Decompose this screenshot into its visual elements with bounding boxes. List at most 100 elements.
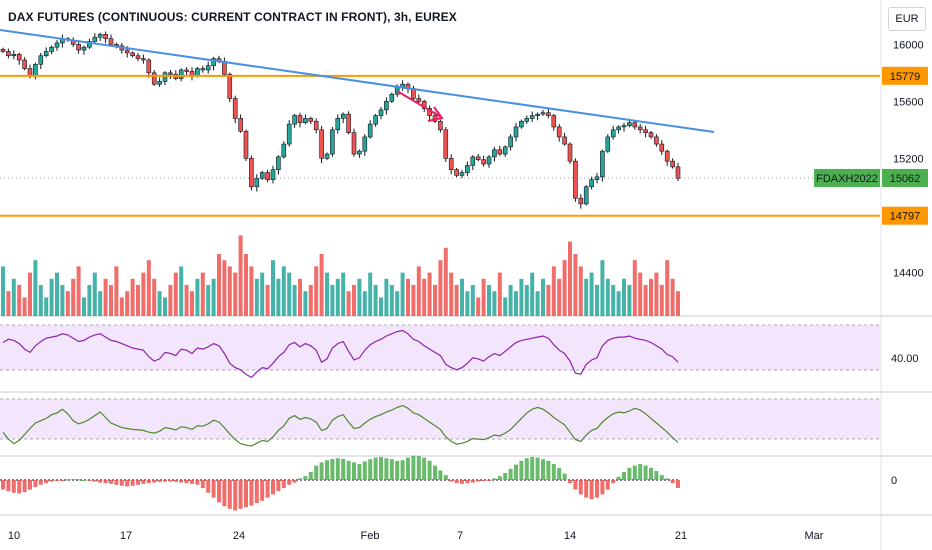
volume-bar bbox=[427, 272, 432, 316]
candle bbox=[357, 150, 362, 155]
histogram-bar bbox=[616, 476, 621, 480]
volume-bar bbox=[611, 285, 616, 316]
volume-bar bbox=[168, 285, 173, 316]
candle bbox=[108, 38, 114, 45]
candle bbox=[497, 149, 503, 155]
candle bbox=[389, 93, 395, 102]
histogram-bar bbox=[481, 480, 486, 481]
histogram-bar bbox=[82, 480, 86, 481]
volume-bar bbox=[287, 272, 292, 316]
candle bbox=[76, 44, 81, 51]
volume-bar bbox=[433, 285, 437, 316]
candle bbox=[675, 166, 681, 179]
histogram-bar bbox=[168, 480, 173, 482]
histogram-bar bbox=[422, 457, 427, 480]
volume-bar bbox=[535, 291, 540, 316]
volume-bar bbox=[157, 291, 162, 316]
candle bbox=[470, 156, 476, 166]
candle bbox=[87, 41, 92, 48]
candle bbox=[92, 36, 98, 42]
histogram-bar bbox=[443, 475, 448, 480]
volume-bar bbox=[298, 278, 302, 316]
candle bbox=[308, 118, 314, 122]
histogram-bar bbox=[222, 480, 227, 507]
histogram-bar bbox=[76, 479, 81, 481]
level-price-badge bbox=[882, 206, 928, 225]
x-tick-label: 17 bbox=[120, 530, 132, 542]
candle bbox=[562, 136, 567, 145]
histogram-bar bbox=[659, 475, 664, 480]
trendline bbox=[0, 29, 715, 133]
volume-bar bbox=[670, 278, 675, 316]
last-price-badge bbox=[882, 168, 928, 187]
volume-bar bbox=[627, 285, 632, 316]
currency-button[interactable]: EUR bbox=[888, 7, 926, 31]
candle bbox=[546, 112, 551, 116]
candle bbox=[11, 54, 17, 57]
histogram-bar bbox=[438, 470, 443, 480]
histogram-bar bbox=[362, 461, 367, 480]
price-tick-label: 15200 bbox=[893, 153, 924, 165]
price-tick-label: 14400 bbox=[893, 267, 924, 279]
histogram-bar bbox=[551, 464, 556, 480]
candle bbox=[265, 172, 270, 180]
candle bbox=[259, 172, 265, 179]
histogram-bar bbox=[195, 480, 200, 485]
candle bbox=[551, 115, 557, 128]
volume-bar bbox=[465, 291, 470, 316]
histogram-bar bbox=[643, 465, 648, 480]
histogram-bar bbox=[157, 480, 162, 482]
candle bbox=[141, 58, 146, 61]
volume-bar bbox=[146, 260, 151, 316]
candle bbox=[594, 176, 600, 180]
histogram-bar bbox=[665, 478, 670, 480]
histogram-bar bbox=[136, 480, 140, 485]
histogram-bar bbox=[227, 480, 232, 509]
volume-bar bbox=[206, 285, 211, 316]
histogram-bar bbox=[49, 480, 54, 482]
candle bbox=[384, 101, 389, 111]
histogram-bar bbox=[125, 480, 130, 487]
histogram-bar bbox=[389, 459, 394, 480]
histogram-bar bbox=[492, 478, 497, 480]
volume-bar bbox=[271, 260, 275, 316]
histogram-bar bbox=[314, 465, 319, 480]
volume-bar bbox=[17, 285, 22, 316]
candle bbox=[616, 126, 621, 131]
x-tick-label: 21 bbox=[675, 530, 687, 542]
volume-bar bbox=[411, 285, 416, 316]
histogram-bar bbox=[406, 457, 410, 480]
volume-bar bbox=[136, 285, 140, 316]
volume-bar bbox=[60, 285, 65, 316]
candle bbox=[303, 118, 308, 123]
histogram-bar bbox=[92, 480, 97, 482]
candle bbox=[249, 158, 254, 188]
last-price-label: 15062 bbox=[890, 173, 921, 185]
histogram-bar bbox=[335, 458, 340, 480]
volume-bar bbox=[373, 285, 378, 316]
volume-bar bbox=[541, 278, 545, 316]
candle bbox=[529, 115, 535, 119]
rsi-level-label: 40.00 bbox=[891, 353, 919, 365]
volume-bar bbox=[28, 272, 32, 316]
histogram-bar bbox=[22, 480, 27, 493]
candle bbox=[573, 160, 578, 199]
histogram-bar bbox=[562, 473, 567, 480]
histogram-bar bbox=[433, 465, 437, 480]
histogram-bar bbox=[71, 479, 76, 481]
volume-bar bbox=[530, 272, 535, 316]
volume-bar bbox=[92, 272, 97, 316]
candle bbox=[589, 179, 594, 188]
volume-bar bbox=[179, 266, 184, 316]
candle bbox=[583, 186, 589, 205]
histogram-bar bbox=[627, 467, 632, 480]
volume-bar bbox=[514, 291, 518, 316]
histogram-bar bbox=[271, 480, 275, 495]
histogram-bar bbox=[44, 480, 49, 484]
candle bbox=[340, 113, 346, 119]
candle bbox=[394, 86, 400, 95]
candle bbox=[211, 58, 216, 67]
candle bbox=[637, 126, 643, 131]
volume-bar bbox=[578, 266, 583, 316]
histogram-bar bbox=[308, 472, 313, 480]
